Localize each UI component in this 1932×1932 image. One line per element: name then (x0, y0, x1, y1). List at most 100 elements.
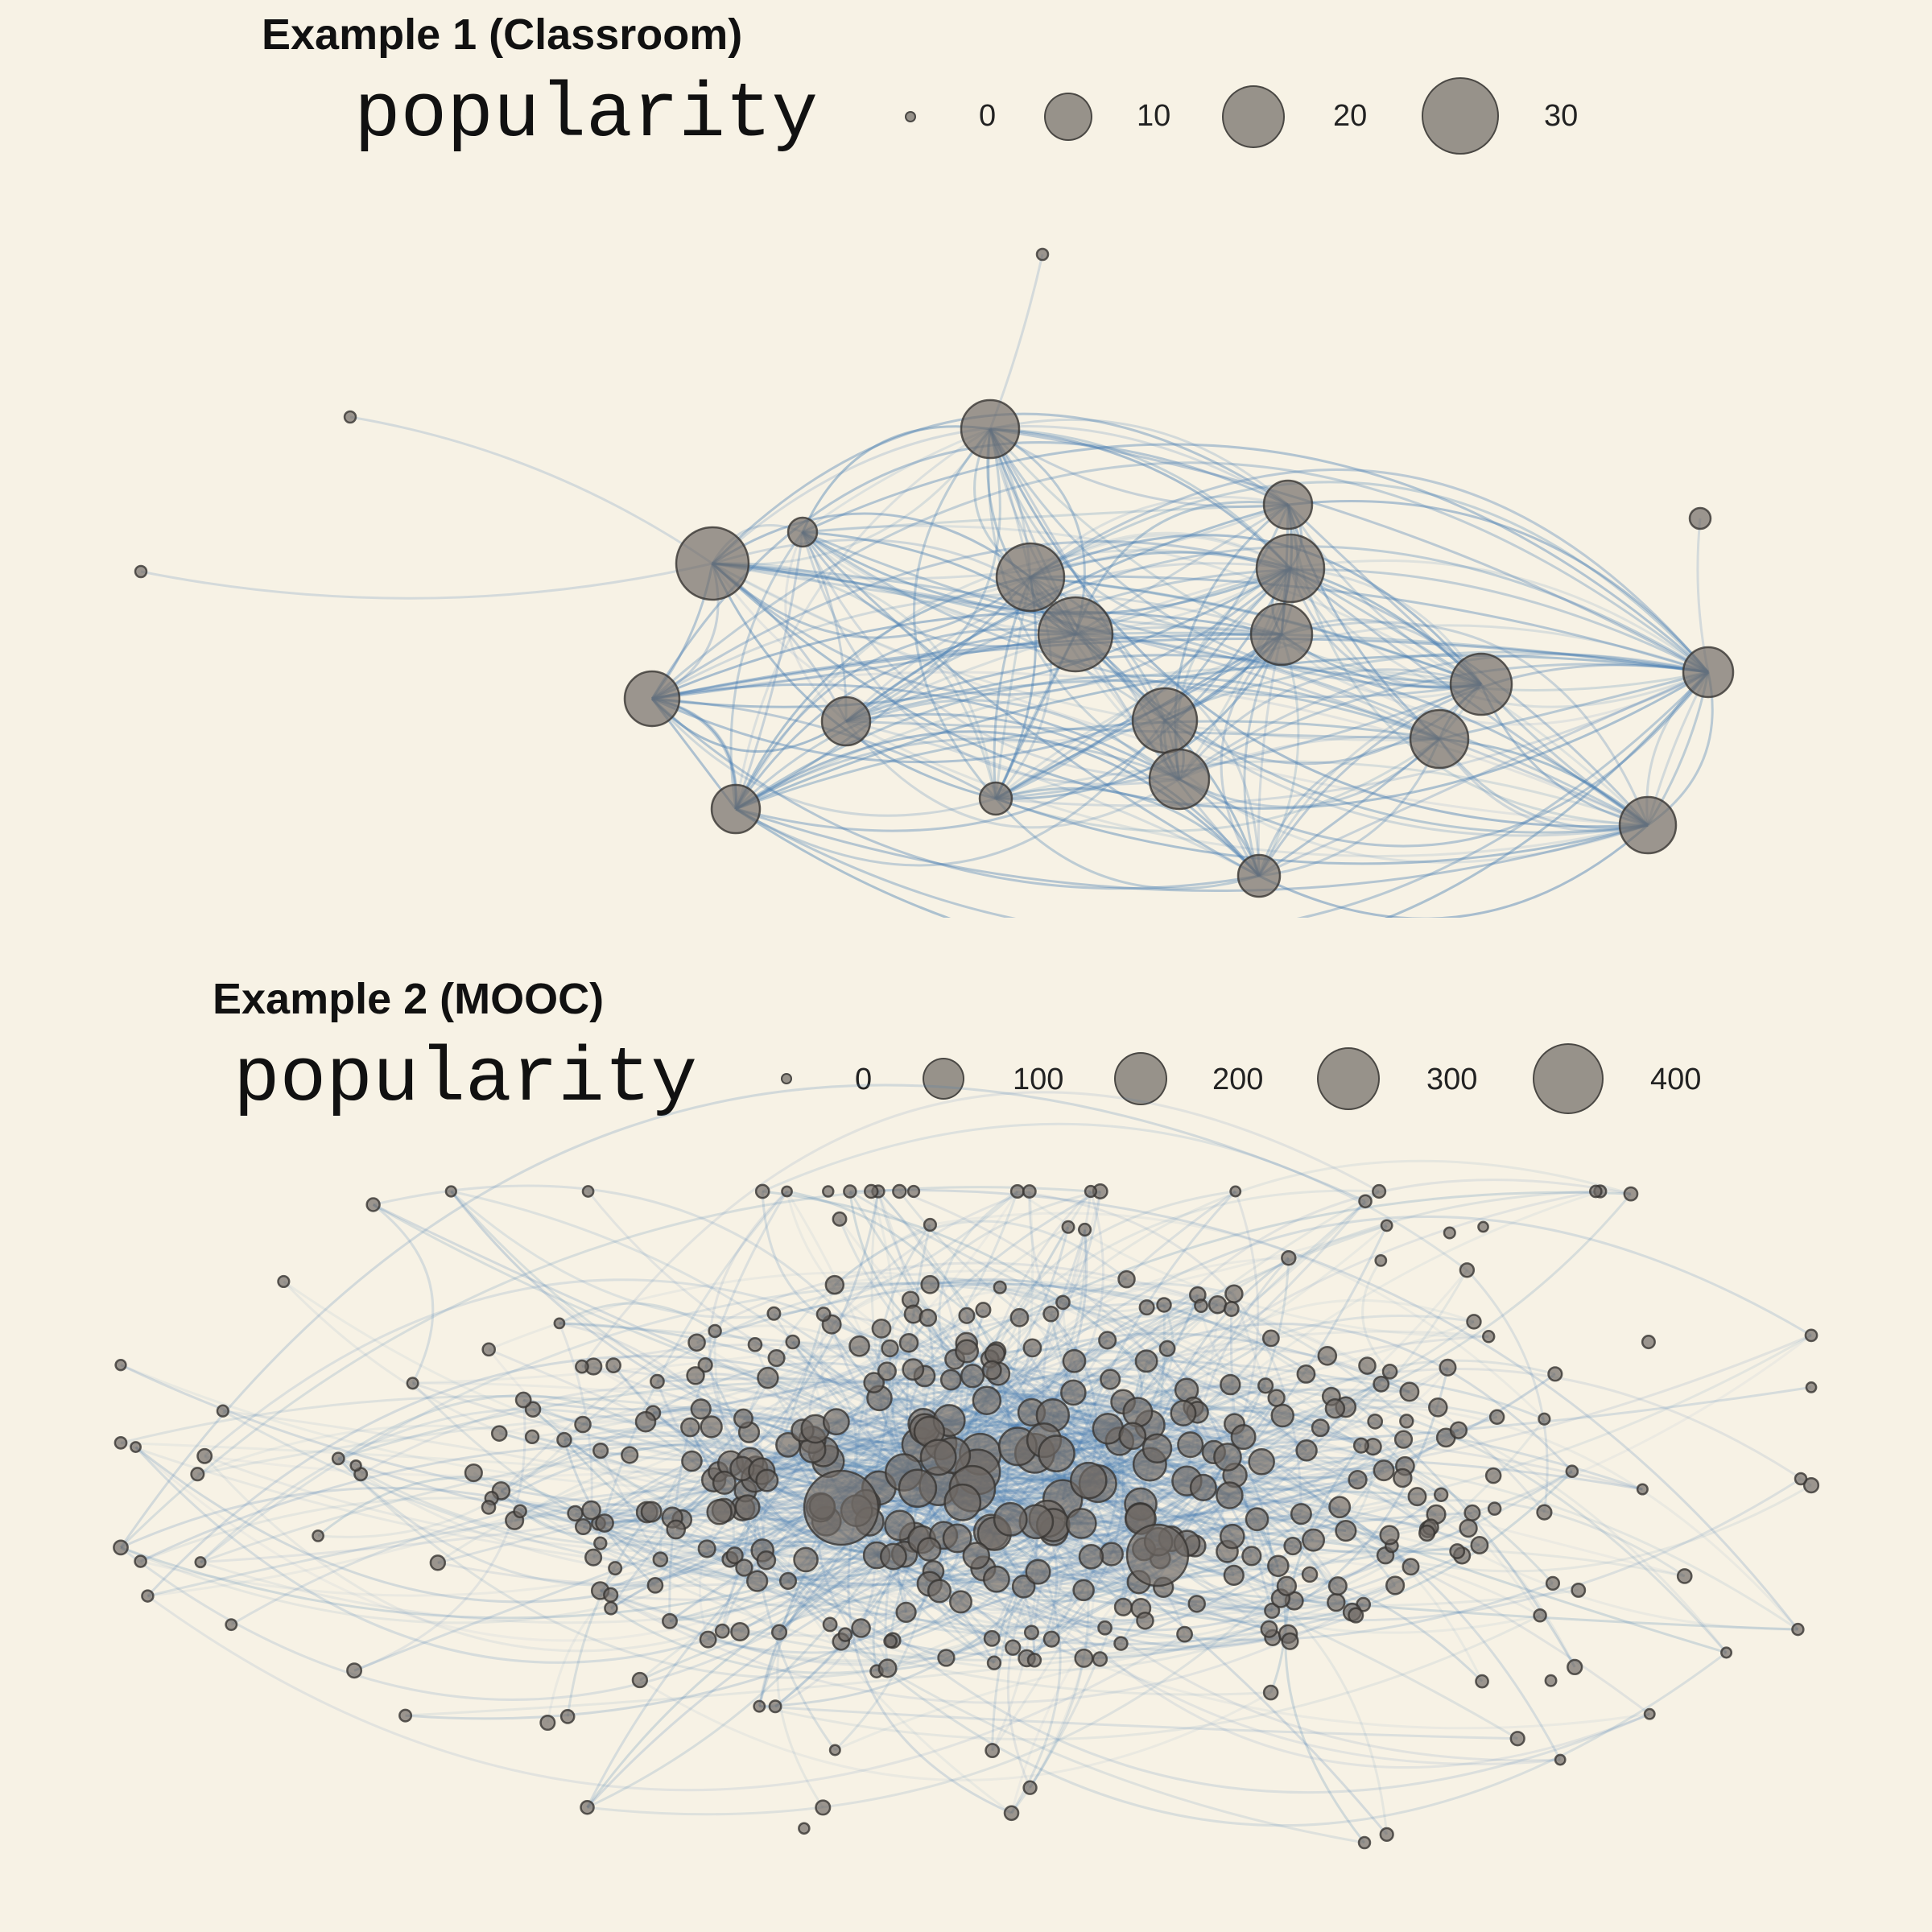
network-node (650, 1373, 665, 1389)
network-edge (720, 1448, 814, 1632)
network-node (1804, 1328, 1818, 1343)
network-edge (801, 425, 991, 533)
network-node (1348, 1607, 1364, 1624)
network-edge (372, 1203, 930, 1433)
network-edge (749, 1426, 1643, 1491)
network-edge (802, 443, 1710, 674)
network-edge (848, 1191, 1036, 1455)
network-edge (1084, 1367, 1449, 1660)
network-node (714, 1623, 730, 1639)
network-node (190, 1467, 205, 1482)
network-edge (360, 1472, 616, 1570)
network-node (216, 1404, 229, 1418)
panel-1-title: Example 1 (Classroom) (262, 10, 743, 59)
network-node (1262, 479, 1314, 530)
network-edge (1075, 633, 1261, 877)
network-node (1249, 602, 1314, 667)
network-edge (847, 1510, 1013, 1814)
network-edge (1006, 1571, 1039, 1789)
network-node (1720, 1646, 1733, 1659)
network-node (757, 1366, 779, 1389)
network-node (937, 1649, 956, 1667)
network-edge (1061, 1302, 1142, 1505)
network-node (1618, 795, 1678, 855)
network-edge (759, 1705, 1518, 1740)
network-node (916, 1537, 942, 1562)
network-node (832, 1211, 848, 1227)
network-node (553, 1317, 566, 1330)
network-node (906, 1184, 921, 1199)
network-node (687, 1333, 706, 1352)
network-node (1118, 1422, 1147, 1451)
network-node (1459, 1518, 1478, 1538)
network-node (993, 1280, 1007, 1294)
network-node (1682, 646, 1735, 699)
network-node (785, 1334, 801, 1350)
network-node (1248, 1448, 1275, 1476)
network-node (1791, 1622, 1805, 1637)
network-node (1399, 1381, 1420, 1402)
network-edge (134, 1446, 915, 1664)
network-node (697, 1539, 716, 1558)
network-node (634, 1410, 657, 1433)
panel-1-legend-label-2: 20 (1333, 99, 1368, 133)
network-node (134, 1554, 147, 1568)
network-edge (1107, 1335, 1489, 1430)
network-edge (729, 531, 804, 810)
network-edge (712, 562, 997, 799)
network-edge (1281, 633, 1709, 726)
network-node (942, 1523, 972, 1554)
network-edge (989, 428, 1649, 828)
network-edge (758, 1614, 1541, 1741)
network-node (1035, 247, 1050, 262)
network-edge (597, 1521, 780, 1633)
network-node (1022, 1338, 1042, 1358)
network-node (1466, 1314, 1482, 1330)
network-node (1470, 1536, 1489, 1554)
network-node (584, 1548, 603, 1567)
network-node (960, 1364, 985, 1389)
network-node (1100, 1368, 1121, 1390)
network-edge (743, 1410, 1032, 1569)
network-edge (712, 562, 1440, 741)
network-node (843, 1184, 857, 1199)
network-node (593, 1536, 608, 1550)
network-edge (691, 1342, 967, 1463)
network-edge (983, 1567, 1798, 1631)
network-node (1134, 1349, 1158, 1373)
network-edge (711, 562, 1031, 639)
panel-1-legend-label-3: 30 (1544, 99, 1579, 133)
network-node (1219, 1523, 1245, 1550)
network-node (1220, 1373, 1241, 1396)
network-edge (989, 428, 1709, 691)
network-edge (735, 576, 1032, 811)
network-node (1224, 1284, 1244, 1303)
network-edge (733, 1464, 905, 1556)
network-edge (976, 1429, 1459, 1558)
panel-2-network (113, 1084, 1820, 1850)
network-edge (734, 548, 1291, 810)
network-edge (651, 567, 1291, 708)
network-node (697, 1357, 713, 1373)
network-edge (600, 1452, 1141, 1545)
network-edge (990, 1531, 1198, 1622)
network-node (398, 1708, 413, 1723)
network-node (1260, 1620, 1278, 1638)
network-edge (1081, 1517, 1257, 1525)
network-edge (989, 427, 1289, 509)
network-node (892, 1183, 907, 1199)
network-edge (658, 1426, 712, 1560)
network-edge (995, 797, 1649, 865)
network-node (898, 1468, 938, 1509)
network-edge (801, 530, 1260, 877)
network-edge (1257, 634, 1300, 877)
network-node (960, 398, 1021, 460)
network-node (972, 1385, 1002, 1415)
network-node (730, 1621, 750, 1642)
network-node (798, 1822, 811, 1835)
panel-1-legend-key-0 (905, 111, 916, 122)
network-edge (845, 720, 1649, 858)
network-node (949, 1590, 972, 1614)
network-edge (991, 1517, 1049, 1751)
network-edge (473, 1472, 1271, 1696)
